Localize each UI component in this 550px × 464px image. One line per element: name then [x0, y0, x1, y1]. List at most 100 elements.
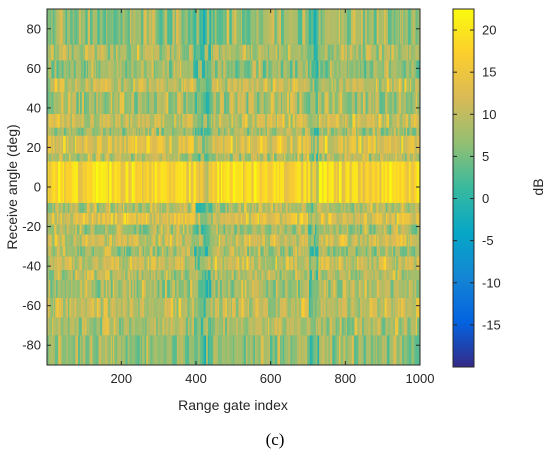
- heatmap-cell: [123, 212, 127, 225]
- heatmap-cell: [64, 279, 67, 298]
- heatmap-cell: [208, 60, 210, 79]
- heatmap-cell: [416, 212, 419, 225]
- heatmap-cell: [339, 212, 341, 225]
- heatmap-cell: [79, 92, 81, 114]
- heatmap-cell: [260, 234, 262, 247]
- heatmap-cell: [87, 224, 89, 235]
- heatmap-cell: [391, 78, 395, 93]
- heatmap-cell: [76, 256, 80, 271]
- heatmap-cell: [253, 113, 255, 128]
- heatmap-cell: [356, 44, 359, 61]
- heatmap-cell: [229, 297, 232, 318]
- heatmap-cell: [327, 202, 330, 213]
- x-axis-label: Range gate index: [178, 397, 288, 413]
- heatmap-cell: [339, 279, 343, 298]
- heatmap-cell: [333, 44, 337, 61]
- heatmap-cell: [178, 135, 180, 154]
- heatmap-cell: [342, 279, 344, 298]
- heatmap-cell: [335, 270, 337, 280]
- heatmap-cell: [387, 270, 390, 280]
- heatmap-cell: [93, 9, 97, 45]
- heatmap-cell: [75, 135, 77, 154]
- heatmap-cell: [163, 317, 165, 336]
- heatmap-cell: [163, 317, 167, 336]
- heatmap-cell: [378, 9, 382, 45]
- heatmap-cell: [84, 224, 88, 235]
- heatmap-cell: [339, 153, 343, 162]
- heatmap-cell: [228, 202, 231, 213]
- heatmap-cell: [172, 246, 174, 257]
- heatmap-cell: [341, 202, 343, 213]
- heatmap-cell: [164, 44, 166, 61]
- heatmap-cell: [109, 161, 112, 203]
- heatmap-cell: [147, 161, 150, 203]
- heatmap-cell: [235, 44, 237, 61]
- heatmap-cell: [209, 92, 212, 114]
- heatmap-cell: [401, 317, 405, 336]
- heatmap-cell: [81, 234, 85, 247]
- heatmap-cell: [162, 113, 165, 128]
- heatmap-cell: [102, 297, 104, 318]
- heatmap-cell: [382, 234, 385, 247]
- heatmap-cell: [369, 297, 373, 318]
- heatmap-cell: [275, 44, 278, 61]
- heatmap-cell: [174, 224, 177, 235]
- heatmap-cell: [361, 44, 364, 61]
- heatmap-cell: [152, 270, 155, 280]
- heatmap-cell: [325, 224, 327, 235]
- heatmap-cell: [64, 224, 67, 235]
- heatmap-cell: [141, 78, 144, 93]
- heatmap-cell: [322, 317, 326, 336]
- heatmap-cell: [214, 234, 218, 247]
- heatmap-cell: [293, 256, 295, 271]
- heatmap-cell: [176, 78, 180, 93]
- heatmap-cell: [124, 317, 128, 336]
- heatmap-cell: [143, 161, 145, 203]
- heatmap-cell: [81, 335, 84, 365]
- heatmap-cell: [199, 202, 202, 213]
- heatmap-cell: [80, 78, 82, 93]
- heatmap-cell: [190, 246, 193, 257]
- heatmap-cell: [320, 44, 324, 61]
- heatmap-cell: [277, 335, 281, 365]
- heatmap-cell: [349, 161, 352, 203]
- heatmap-cell: [416, 279, 420, 298]
- heatmap-cell: [59, 78, 63, 93]
- heatmap-cell: [297, 246, 299, 257]
- heatmap-cell: [146, 317, 150, 336]
- heatmap-cell: [412, 92, 415, 114]
- heatmap-cell: [115, 9, 119, 45]
- heatmap-cell: [213, 335, 217, 365]
- x-tick-label: 1000: [406, 371, 435, 386]
- heatmap-cell: [200, 297, 202, 318]
- heatmap-cell: [285, 92, 288, 114]
- heatmap-cell: [416, 127, 419, 136]
- heatmap-cell: [366, 212, 369, 225]
- heatmap-cell: [347, 113, 349, 128]
- heatmap-cell: [320, 256, 322, 271]
- heatmap-cell: [248, 279, 251, 298]
- heatmap-cell: [153, 297, 157, 318]
- heatmap-cell: [97, 224, 101, 235]
- heatmap-cell: [63, 246, 66, 257]
- heatmap-cell: [335, 224, 339, 235]
- heatmap-cell: [388, 127, 392, 136]
- heatmap-cell: [334, 9, 338, 45]
- heatmap-cell: [103, 127, 106, 136]
- heatmap-cell: [392, 127, 394, 136]
- heatmap-cell: [69, 78, 72, 93]
- heatmap-cell: [242, 270, 246, 280]
- heatmap-cell: [230, 44, 232, 61]
- heatmap-cell: [225, 113, 227, 128]
- heatmap-cell: [395, 317, 399, 336]
- heatmap-cell: [343, 135, 346, 154]
- heatmap-cell: [193, 78, 196, 93]
- y-tick-label: -60: [22, 298, 41, 313]
- heatmap-cell: [187, 256, 190, 271]
- heatmap-cell: [132, 234, 135, 247]
- heatmap-cell: [312, 270, 315, 280]
- heatmap-cell: [179, 234, 183, 247]
- heatmap-cell: [170, 78, 172, 93]
- heatmap-cell: [288, 60, 290, 79]
- heatmap-cell: [47, 335, 50, 365]
